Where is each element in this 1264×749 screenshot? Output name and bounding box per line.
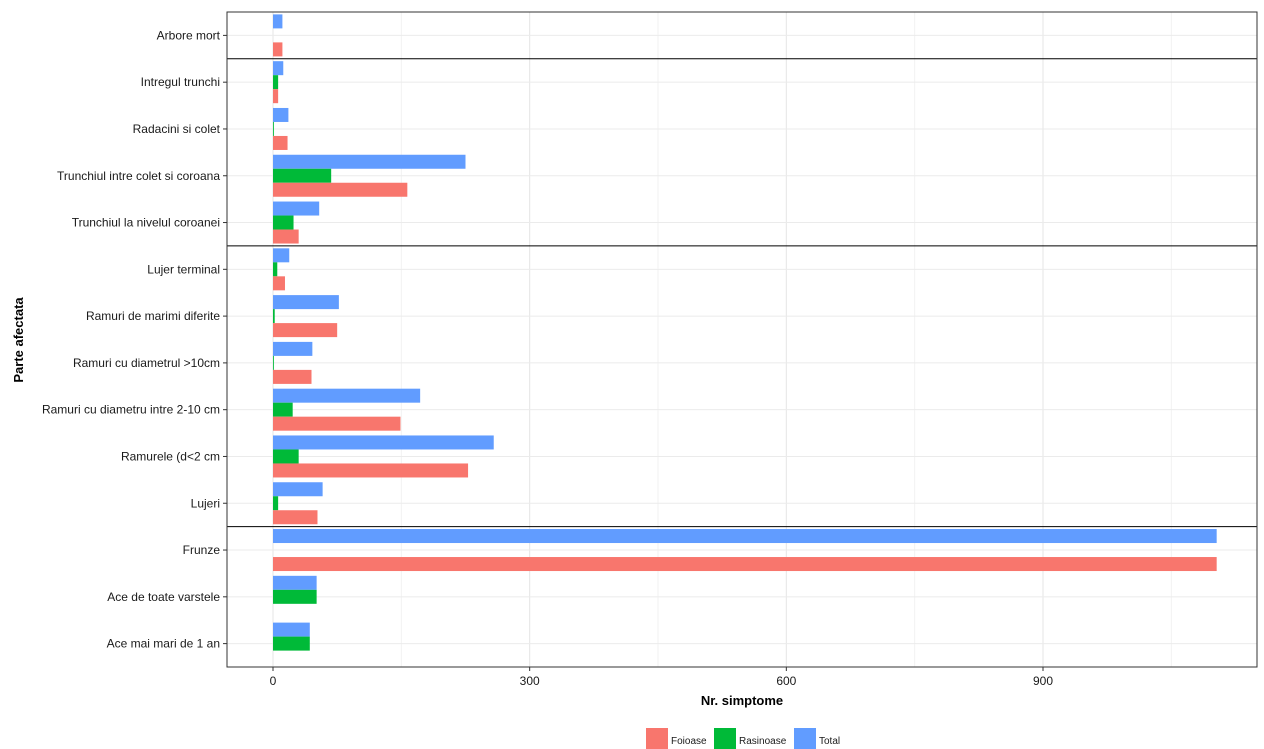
bar-foioase (273, 135, 288, 150)
bar-rasinoase (273, 168, 332, 183)
bar-rasinoase (273, 309, 275, 324)
bar-foioase (273, 89, 279, 104)
group-separators (227, 58, 1257, 528)
x-tick-label: 300 (520, 674, 540, 688)
bar-rasinoase (273, 589, 317, 604)
bar-foioase (273, 229, 299, 244)
y-tick-label: Ramuri cu diametru intre 2-10 cm (42, 403, 220, 417)
x-axis-title: Nr. simptome (701, 693, 783, 708)
bar-total (273, 529, 1217, 544)
bar-foioase (273, 369, 312, 384)
y-tick-label: Ace mai mari de 1 an (107, 637, 220, 651)
bar-foioase (273, 42, 283, 57)
x-tick-label: 600 (776, 674, 796, 688)
legend-swatch (646, 728, 668, 749)
plot-panel-border (226, 11, 1258, 668)
bar-rasinoase (273, 449, 299, 464)
x-tick-labels: 0 300 600 900 (270, 667, 1053, 688)
bar-foioase (273, 182, 408, 197)
x-tick-label: 900 (1033, 674, 1053, 688)
bar-total (273, 154, 466, 169)
y-tick-label: Lujeri (191, 496, 220, 510)
bar-rasinoase (273, 121, 274, 136)
y-axis-title: Parte afectata (11, 297, 26, 383)
legend-label: Total (819, 736, 840, 747)
y-tick-labels: Arbore mort Intregul trunchi Radacini si c… (42, 28, 227, 651)
legend-label: Foioase (671, 736, 707, 747)
y-tick-label: Trunchiul la nivelul coroanei (72, 216, 220, 230)
bar-total (273, 201, 320, 216)
bar-foioase (273, 463, 469, 478)
bar-rasinoase (273, 262, 278, 277)
bar-total (273, 575, 317, 590)
bar-rasinoase (273, 75, 279, 90)
bar-foioase (273, 557, 1217, 572)
y-tick-label: Lujer terminal (147, 262, 220, 276)
grid-lines (227, 12, 1257, 667)
bar-total (273, 248, 290, 263)
bar-foioase (273, 510, 318, 525)
legend-swatch (714, 728, 736, 749)
y-tick-label: Ace de toate varstele (107, 590, 220, 604)
legend-swatch (794, 728, 816, 749)
bar-foioase (273, 323, 338, 338)
y-tick-label: Ramuri de marimi diferite (86, 309, 220, 323)
y-tick-label: Ramurele (d<2 cm (121, 449, 220, 463)
y-tick-label: Radacini si colet (133, 122, 221, 136)
bar-total (273, 14, 283, 29)
bar-total (273, 295, 339, 310)
legend-item-total: Total (794, 728, 840, 749)
legend-item-rasinoase: Rasinoase (714, 728, 787, 749)
bar-foioase (273, 416, 401, 431)
bar-total (273, 107, 289, 122)
x-tick-label: 0 (270, 674, 277, 688)
bar-rasinoase (273, 355, 274, 370)
y-tick-label: Frunze (183, 543, 221, 557)
legend-item-foioase: Foioase (646, 728, 707, 749)
legend-label: Rasinoase (739, 736, 787, 747)
bars (273, 14, 1217, 651)
bar-rasinoase (273, 215, 294, 230)
y-tick-label: Trunchiul intre colet si coroana (57, 169, 220, 183)
bar-rasinoase (273, 636, 310, 651)
bar-total (273, 435, 494, 450)
bar-rasinoase (273, 402, 293, 417)
y-tick-label: Intregul trunchi (141, 75, 220, 89)
bar-total (273, 388, 421, 403)
bar-total (273, 61, 284, 76)
y-tick-label: Ramuri cu diametrul >10cm (73, 356, 220, 370)
y-tick-label: Arbore mort (157, 28, 221, 42)
bar-total (273, 622, 310, 637)
bar-total (273, 482, 323, 497)
bar-foioase (273, 276, 285, 291)
legend: Foioase Rasinoase Total (646, 728, 840, 749)
bar-total (273, 341, 313, 356)
bar-rasinoase (273, 496, 279, 511)
